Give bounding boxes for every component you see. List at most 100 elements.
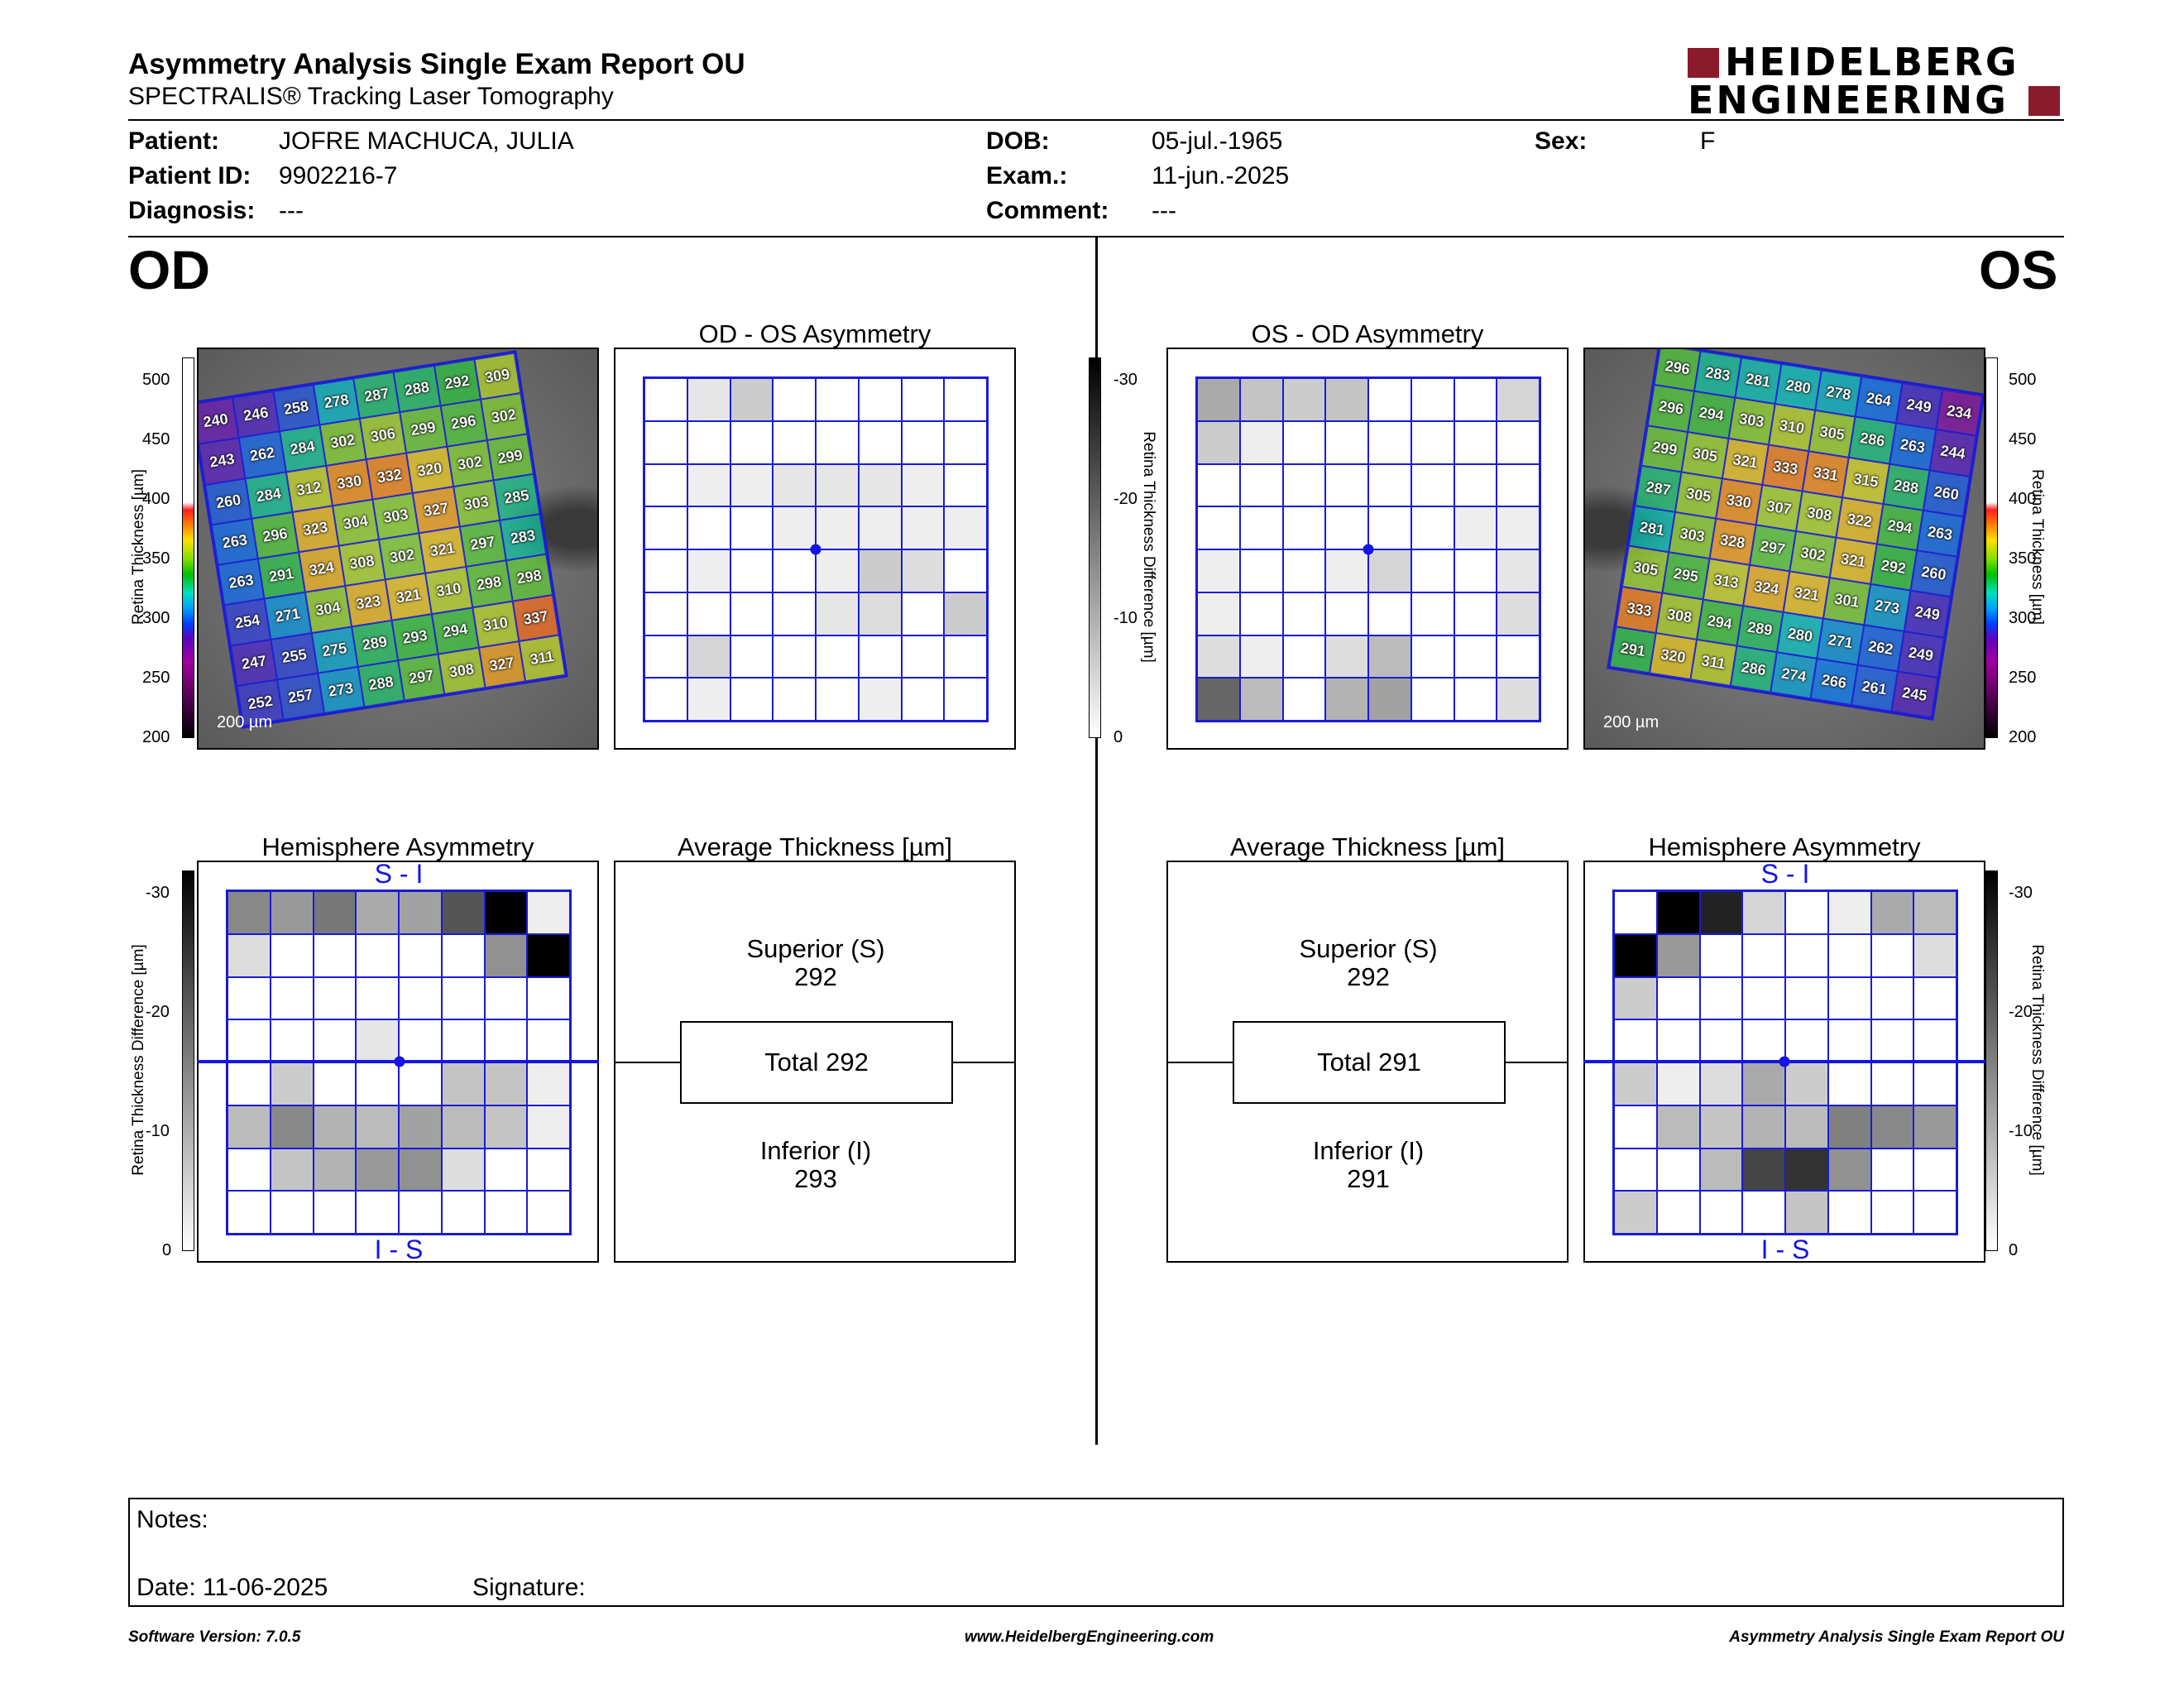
- tick-label: -20: [146, 1003, 170, 1021]
- thickness-cell: 296: [1654, 349, 1701, 391]
- thickness-cell: 313: [1703, 559, 1750, 606]
- grid-cell: [527, 1148, 570, 1192]
- thickness-cell: 278: [1815, 370, 1862, 417]
- thickness-cell: 320: [1650, 632, 1697, 680]
- grid-cell: [858, 506, 902, 549]
- grid-cell: [1699, 1191, 1743, 1234]
- grid-cell: [1785, 891, 1828, 934]
- thickness-cell: 284: [279, 424, 326, 472]
- thickness-cell: 321: [1722, 438, 1769, 485]
- sex-value: F: [1700, 127, 1716, 155]
- grid-cell: [1785, 1105, 1828, 1149]
- thickness-cell: 327: [478, 640, 525, 688]
- grid-cell: [1913, 933, 1956, 977]
- grid-cell: [858, 678, 902, 721]
- thickness-cell: 303: [372, 492, 419, 539]
- header-divider: [128, 119, 2064, 121]
- grid-cell: [1827, 1062, 1871, 1105]
- grid-cell: [816, 678, 859, 721]
- grid-cell: [484, 1019, 528, 1062]
- dob-label: DOB:: [986, 127, 1050, 155]
- center-divider: [1095, 237, 1098, 1445]
- os-fundus-image: 296 283 281 280 278 264 249 234 296 294 303 310 305 2…: [1583, 348, 1985, 750]
- grid-cell: [644, 378, 687, 421]
- thickness-cell: 280: [1776, 611, 1824, 659]
- thickness-cell: 303: [1728, 397, 1775, 445]
- grid-cell: [1699, 891, 1743, 934]
- thickness-cell: 303: [453, 480, 500, 527]
- grid-cell: [399, 1105, 442, 1149]
- grid-cell: [1454, 506, 1497, 549]
- od-fovea-marker: [810, 544, 821, 555]
- exam-value: 11-jun.-2025: [1152, 162, 1290, 189]
- grid-cell: [399, 1062, 442, 1105]
- grid-cell: [313, 976, 357, 1020]
- grid-cell: [1785, 1019, 1828, 1062]
- thickness-cell: 281: [1628, 506, 1676, 553]
- grid-cell: [901, 378, 945, 421]
- thickness-cell: 296: [440, 399, 487, 447]
- grid-cell: [228, 1191, 271, 1234]
- tick-label: 400: [2009, 490, 2037, 508]
- grid-cell: [270, 1191, 314, 1234]
- grid-cell: [644, 635, 687, 679]
- grid-cell: [270, 1019, 314, 1062]
- grid-cell: [1454, 678, 1497, 721]
- grid-cell: [1239, 678, 1283, 721]
- grid-cell: [687, 635, 730, 679]
- tick-label: 200: [2009, 728, 2037, 746]
- grid-cell: [484, 1062, 528, 1105]
- grid-cell: [1785, 933, 1828, 977]
- diagnosis-label: Diagnosis:: [128, 197, 256, 224]
- thickness-cell: 308: [1796, 491, 1843, 538]
- grid-cell: [228, 1148, 271, 1192]
- thickness-cell: 249: [1895, 382, 1942, 430]
- thickness-cell: 244: [1929, 429, 1976, 477]
- tick-label: 250: [142, 669, 170, 687]
- od-thickness-map: 240 246 258 278 287 288 292 309 243 262 284 302 306 2…: [199, 350, 568, 729]
- thickness-cell: 327: [412, 486, 460, 534]
- grid-cell: [1325, 420, 1368, 464]
- grid-cell: [773, 549, 816, 592]
- grid-cell: [527, 1105, 570, 1149]
- grid-cell: [1742, 1105, 1785, 1149]
- grid-cell: [1699, 976, 1743, 1020]
- od-thickness-axis-label: Retina Thickness [µm]: [130, 469, 147, 625]
- notes-label: Notes:: [136, 1506, 208, 1533]
- grid-cell: [1827, 1019, 1871, 1062]
- thickness-cell: 260: [205, 477, 252, 525]
- grid-cell: [1368, 506, 1411, 549]
- grid-cell: [901, 506, 945, 549]
- thickness-cell: 306: [359, 412, 407, 459]
- grid-cell: [270, 1105, 314, 1149]
- grid-cell: [773, 420, 816, 464]
- thickness-cell: 333: [1616, 586, 1663, 633]
- thickness-cell: 271: [1817, 617, 1864, 665]
- grid-cell: [858, 463, 902, 507]
- od-asymmetry-panel: [614, 348, 1016, 750]
- od-asymmetry-title: OD - OS Asymmetry: [698, 319, 932, 348]
- grid-cell: [687, 592, 730, 635]
- grid-cell: [816, 592, 859, 635]
- os-inferior-label: Inferior (I): [1312, 1136, 1425, 1165]
- thickness-cell: 310: [472, 601, 520, 648]
- grid-cell: [687, 549, 730, 592]
- thickness-cell: 333: [1762, 444, 1809, 492]
- grid-cell: [1197, 506, 1240, 549]
- grid-cell: [228, 1019, 271, 1062]
- thickness-cell: 292: [433, 359, 481, 406]
- grid-cell: [1368, 635, 1411, 679]
- thickness-cell: 296: [1647, 385, 1695, 432]
- website-link[interactable]: www.HeidelbergEngineering.com: [965, 1628, 1214, 1646]
- thickness-cell: 320: [406, 446, 453, 493]
- grid-cell: [816, 420, 859, 464]
- thickness-cell: 287: [1635, 465, 1682, 512]
- grid-cell: [313, 1019, 357, 1062]
- thickness-cell: 308: [338, 539, 386, 587]
- os-thickness-map: 296 283 281 280 278 264 249 234 296 294 303 310 305 2…: [1607, 349, 1984, 721]
- grid-cell: [1197, 378, 1240, 421]
- thickness-cell: 288: [393, 366, 441, 413]
- thickness-cell: 263: [1889, 423, 1937, 470]
- grid-cell: [356, 1062, 399, 1105]
- grid-cell: [730, 635, 774, 679]
